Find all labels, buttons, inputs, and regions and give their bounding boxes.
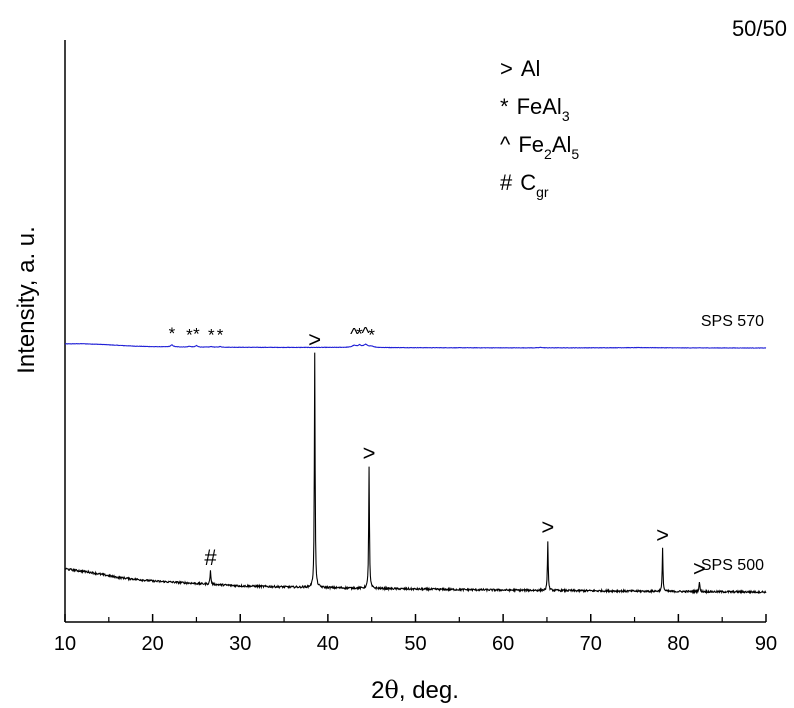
legend-subscript: 3 <box>562 108 570 124</box>
peak-marker: * <box>356 324 363 343</box>
peak-marker: # <box>204 545 217 570</box>
series-label: SPS 500 <box>701 557 764 574</box>
series-line <box>64 342 767 349</box>
peak-marker: * <box>169 324 176 343</box>
x-tick-label: 60 <box>492 633 514 655</box>
legend: > Al* FeAl3^ Fe2Al5# Cgr <box>500 56 579 200</box>
x-axis-title: 2θ, deg. <box>371 676 459 704</box>
peak-marker: * <box>193 325 200 344</box>
legend-label: C <box>520 170 536 195</box>
peak-marker: > <box>308 327 321 352</box>
x-axis-title-main: 2 <box>371 677 384 704</box>
legend-symbol: > <box>500 56 513 81</box>
legend-subscript: 2 <box>544 146 552 162</box>
peak-marker: ^ <box>362 324 370 343</box>
peak-marker: * <box>217 326 224 345</box>
legend-symbol: # <box>500 170 513 195</box>
y-axis-title: Intensity, a. u. <box>13 226 40 374</box>
peak-markers: SPS 570* * * * * ^*^*SPS 500#>>> >> <box>169 313 765 581</box>
x-tick-label: 10 <box>54 633 76 655</box>
x-tick-label: 70 <box>580 633 602 655</box>
legend-symbol: ^ <box>500 132 511 157</box>
x-tick-label: 40 <box>317 633 339 655</box>
series-layer <box>64 342 767 595</box>
legend-subscript: 5 <box>571 146 579 162</box>
peak-marker: * <box>186 325 193 344</box>
peak-marker: > <box>693 556 706 581</box>
legend-entry: * FeAl3 <box>500 94 570 124</box>
x-tick-label: 90 <box>755 633 777 655</box>
peak-marker: * <box>208 326 215 345</box>
peak-marker: ^ <box>350 325 358 344</box>
legend-label-part: Al <box>552 132 572 157</box>
legend-subscript: gr <box>536 184 549 200</box>
legend-label: Al <box>521 56 541 81</box>
x-axis-title-rest: , deg. <box>399 677 459 704</box>
x-tick-label: 20 <box>142 633 164 655</box>
corner-title: 50/50 <box>732 16 787 41</box>
x-axis-title-theta: θ <box>384 676 398 704</box>
legend-label: Fe <box>518 132 544 157</box>
x-tick-label: 30 <box>229 633 251 655</box>
legend-entry: > Al <box>500 56 540 81</box>
legend-symbol: * <box>500 94 509 119</box>
legend-entry: ^ Fe2Al5 <box>500 132 579 162</box>
peak-marker: * <box>368 325 375 344</box>
legend-label: FeAl <box>517 94 562 119</box>
x-tick-label: 50 <box>404 633 426 655</box>
series-line <box>64 352 767 595</box>
series-label: SPS 570 <box>701 313 764 330</box>
x-ticks: 10 20 30 40 50 60 70 80 90 <box>54 614 777 655</box>
peak-marker: > <box>363 440 376 465</box>
legend-entry: # Cgr <box>500 170 549 200</box>
x-tick-label: 80 <box>667 633 689 655</box>
peak-marker: > <box>656 523 669 548</box>
peak-marker: > <box>541 514 554 539</box>
